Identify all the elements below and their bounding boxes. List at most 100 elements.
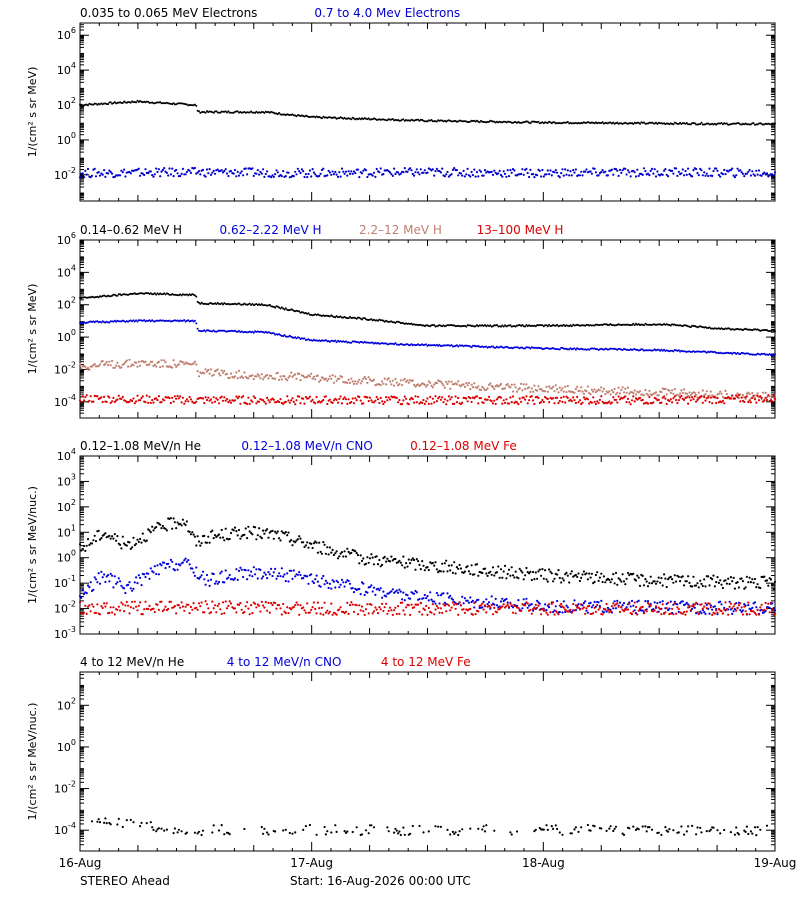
data-point bbox=[339, 175, 342, 178]
data-point bbox=[300, 168, 303, 171]
data-point bbox=[299, 379, 302, 382]
data-point bbox=[405, 397, 408, 400]
data-point bbox=[450, 564, 453, 567]
data-point bbox=[104, 175, 107, 178]
data-point bbox=[85, 612, 88, 616]
data-point bbox=[473, 606, 476, 609]
data-point bbox=[97, 171, 100, 174]
data-point bbox=[646, 172, 650, 175]
data-point bbox=[409, 167, 412, 170]
data-point bbox=[507, 175, 511, 178]
data-point bbox=[550, 174, 553, 177]
data-point bbox=[568, 174, 571, 177]
data-point bbox=[334, 116, 337, 119]
data-point bbox=[193, 103, 196, 106]
data-point bbox=[447, 564, 450, 567]
data-point bbox=[708, 400, 711, 404]
data-point bbox=[266, 577, 269, 580]
data-point bbox=[475, 563, 479, 566]
data-point bbox=[506, 383, 509, 386]
data-point bbox=[703, 395, 706, 399]
data-point bbox=[171, 527, 174, 530]
data-point bbox=[156, 603, 159, 606]
data-point bbox=[244, 527, 247, 530]
data-point bbox=[487, 601, 491, 604]
data-point bbox=[89, 395, 92, 398]
data-point bbox=[665, 393, 668, 396]
data-point bbox=[421, 560, 424, 563]
data-point bbox=[626, 397, 630, 400]
data-point bbox=[348, 172, 352, 175]
data-point bbox=[184, 173, 187, 176]
data-point bbox=[335, 173, 338, 176]
data-point bbox=[624, 395, 627, 398]
data-point bbox=[96, 581, 99, 584]
data-point bbox=[117, 577, 120, 580]
data-point bbox=[125, 359, 128, 362]
data-point bbox=[80, 549, 83, 552]
data-point bbox=[687, 167, 690, 170]
data-point bbox=[107, 574, 110, 577]
data-point bbox=[573, 391, 576, 394]
data-point bbox=[530, 395, 533, 398]
data-point bbox=[236, 534, 239, 537]
data-point bbox=[372, 586, 376, 589]
data-point bbox=[346, 382, 349, 385]
data-point bbox=[327, 377, 330, 381]
data-point bbox=[113, 175, 116, 178]
data-point bbox=[101, 173, 104, 176]
data-point bbox=[414, 171, 417, 174]
data-point bbox=[195, 566, 198, 569]
data-point bbox=[625, 173, 628, 176]
data-point bbox=[378, 171, 381, 174]
data-point bbox=[133, 600, 136, 603]
data-point bbox=[530, 603, 533, 606]
y-axis-label: 1/(cm² s sr MeV) bbox=[26, 284, 39, 375]
data-point bbox=[584, 600, 587, 603]
data-point bbox=[617, 395, 620, 398]
data-point bbox=[417, 118, 420, 121]
data-point bbox=[128, 612, 131, 615]
data-point bbox=[340, 375, 344, 379]
legend-entry: 13–100 MeV H bbox=[477, 223, 564, 237]
data-point bbox=[554, 605, 557, 608]
data-point bbox=[636, 574, 639, 577]
data-point bbox=[540, 175, 543, 178]
data-point bbox=[610, 389, 614, 392]
data-point bbox=[671, 389, 674, 392]
data-point bbox=[427, 599, 430, 602]
data-point bbox=[386, 557, 389, 560]
data-point bbox=[470, 383, 473, 386]
data-point bbox=[679, 121, 682, 124]
data-point bbox=[151, 399, 154, 402]
data-point bbox=[352, 170, 356, 173]
data-point bbox=[632, 123, 635, 125]
data-point bbox=[235, 568, 238, 571]
data-point bbox=[161, 168, 164, 172]
data-point bbox=[100, 537, 103, 540]
data-point bbox=[749, 401, 753, 404]
data-point bbox=[92, 605, 95, 608]
data-point bbox=[426, 566, 429, 569]
data-point bbox=[280, 175, 283, 178]
data-point bbox=[429, 591, 432, 594]
data-point bbox=[164, 361, 167, 364]
data-point bbox=[756, 583, 759, 586]
data-point bbox=[121, 603, 124, 606]
data-point bbox=[352, 402, 356, 405]
data-point bbox=[164, 566, 167, 570]
data-point bbox=[260, 172, 263, 175]
data-point bbox=[120, 601, 123, 604]
data-point bbox=[568, 581, 571, 584]
data-point bbox=[525, 566, 528, 570]
data-point bbox=[479, 397, 483, 400]
data-point bbox=[324, 395, 327, 398]
data-point bbox=[104, 362, 107, 365]
data-point bbox=[462, 169, 465, 172]
data-point bbox=[335, 379, 338, 382]
data-point bbox=[165, 529, 168, 532]
data-point bbox=[548, 173, 551, 176]
data-point bbox=[224, 527, 227, 530]
data-point bbox=[359, 382, 362, 385]
data-point bbox=[681, 391, 684, 394]
